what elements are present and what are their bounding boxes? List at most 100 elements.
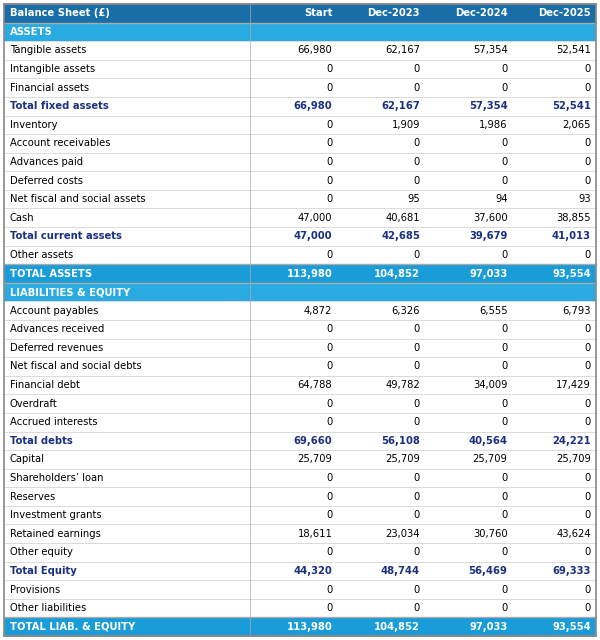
Text: 62,167: 62,167 xyxy=(381,101,420,111)
Bar xyxy=(4,376,596,394)
Text: 0: 0 xyxy=(585,584,591,595)
Text: 0: 0 xyxy=(326,584,332,595)
Bar xyxy=(4,301,596,320)
Bar xyxy=(4,562,596,580)
Text: 56,469: 56,469 xyxy=(469,566,508,576)
Text: 52,541: 52,541 xyxy=(552,101,591,111)
Text: 0: 0 xyxy=(501,547,508,557)
Text: 64,788: 64,788 xyxy=(298,380,332,390)
Bar xyxy=(4,116,596,134)
Bar xyxy=(4,487,596,506)
Text: 0: 0 xyxy=(413,64,420,74)
Text: 0: 0 xyxy=(413,362,420,371)
Bar xyxy=(4,524,596,543)
Text: 0: 0 xyxy=(326,324,332,334)
Text: Capital: Capital xyxy=(10,454,45,465)
Text: 0: 0 xyxy=(326,399,332,409)
Text: 34,009: 34,009 xyxy=(473,380,508,390)
Text: 0: 0 xyxy=(501,510,508,520)
Text: Other assets: Other assets xyxy=(10,250,73,260)
Text: 2,065: 2,065 xyxy=(563,120,591,130)
Text: 24,221: 24,221 xyxy=(552,436,591,446)
Text: LIABILITIES & EQUITY: LIABILITIES & EQUITY xyxy=(10,287,130,297)
Text: 25,709: 25,709 xyxy=(556,454,591,465)
Text: 0: 0 xyxy=(585,175,591,186)
Text: 0: 0 xyxy=(413,157,420,167)
Text: 94: 94 xyxy=(495,194,508,204)
Text: 0: 0 xyxy=(413,83,420,93)
Text: 0: 0 xyxy=(413,399,420,409)
Text: 47,000: 47,000 xyxy=(294,231,332,241)
Text: Total current assets: Total current assets xyxy=(10,231,122,241)
Text: Tangible assets: Tangible assets xyxy=(10,45,86,56)
Bar xyxy=(4,339,596,357)
Bar xyxy=(4,264,596,283)
Text: 1,986: 1,986 xyxy=(479,120,508,130)
Text: 56,108: 56,108 xyxy=(381,436,420,446)
Bar xyxy=(4,468,596,487)
Text: Inventory: Inventory xyxy=(10,120,58,130)
Text: 0: 0 xyxy=(501,175,508,186)
Text: 0: 0 xyxy=(326,175,332,186)
Text: 93: 93 xyxy=(578,194,591,204)
Text: 0: 0 xyxy=(326,492,332,502)
Text: 0: 0 xyxy=(326,157,332,167)
Text: Net fiscal and social debts: Net fiscal and social debts xyxy=(10,362,142,371)
Text: Advances paid: Advances paid xyxy=(10,157,83,167)
Text: 0: 0 xyxy=(326,138,332,148)
Bar xyxy=(4,172,596,190)
Text: 0: 0 xyxy=(326,547,332,557)
Text: Other equity: Other equity xyxy=(10,547,73,557)
Text: Intangible assets: Intangible assets xyxy=(10,64,95,74)
Text: TOTAL LIAB. & EQUITY: TOTAL LIAB. & EQUITY xyxy=(10,621,135,632)
Text: 57,354: 57,354 xyxy=(473,45,508,56)
Text: 97,033: 97,033 xyxy=(469,269,508,278)
Text: 30,760: 30,760 xyxy=(473,529,508,539)
Text: 41,013: 41,013 xyxy=(552,231,591,241)
Text: 44,320: 44,320 xyxy=(293,566,332,576)
Text: 97,033: 97,033 xyxy=(469,621,508,632)
Text: 0: 0 xyxy=(326,343,332,353)
Bar xyxy=(4,357,596,376)
Text: Dec-2024: Dec-2024 xyxy=(455,8,508,19)
Text: 0: 0 xyxy=(585,473,591,483)
Text: Financial assets: Financial assets xyxy=(10,83,89,93)
Text: 25,709: 25,709 xyxy=(385,454,420,465)
Text: 104,852: 104,852 xyxy=(374,269,420,278)
Text: Balance Sheet (£): Balance Sheet (£) xyxy=(10,8,110,19)
Bar xyxy=(4,22,596,41)
Text: Retained earnings: Retained earnings xyxy=(10,529,101,539)
Text: Dec-2025: Dec-2025 xyxy=(538,8,591,19)
Text: 113,980: 113,980 xyxy=(287,269,332,278)
Bar xyxy=(4,41,596,60)
Text: 66,980: 66,980 xyxy=(293,101,332,111)
Text: 0: 0 xyxy=(501,138,508,148)
Text: 0: 0 xyxy=(585,417,591,428)
Bar xyxy=(4,283,596,301)
Text: Deferred costs: Deferred costs xyxy=(10,175,83,186)
Text: Advances received: Advances received xyxy=(10,324,104,334)
Text: 0: 0 xyxy=(413,584,420,595)
Bar xyxy=(4,618,596,636)
Text: Provisions: Provisions xyxy=(10,584,60,595)
Text: 0: 0 xyxy=(585,399,591,409)
Text: 40,681: 40,681 xyxy=(385,212,420,223)
Text: 0: 0 xyxy=(585,362,591,371)
Text: 69,660: 69,660 xyxy=(293,436,332,446)
Text: TOTAL ASSETS: TOTAL ASSETS xyxy=(10,269,92,278)
Bar xyxy=(4,209,596,227)
Text: 0: 0 xyxy=(501,324,508,334)
Text: 0: 0 xyxy=(413,473,420,483)
Text: Dec-2023: Dec-2023 xyxy=(367,8,420,19)
Text: 0: 0 xyxy=(501,250,508,260)
Text: Account payables: Account payables xyxy=(10,306,98,316)
Bar xyxy=(4,413,596,431)
Text: Reserves: Reserves xyxy=(10,492,55,502)
Text: 0: 0 xyxy=(413,343,420,353)
Text: 0: 0 xyxy=(501,603,508,613)
Bar xyxy=(4,78,596,97)
Text: 42,685: 42,685 xyxy=(381,231,420,241)
Text: 25,709: 25,709 xyxy=(473,454,508,465)
Text: 0: 0 xyxy=(585,510,591,520)
Text: Other liabilities: Other liabilities xyxy=(10,603,86,613)
